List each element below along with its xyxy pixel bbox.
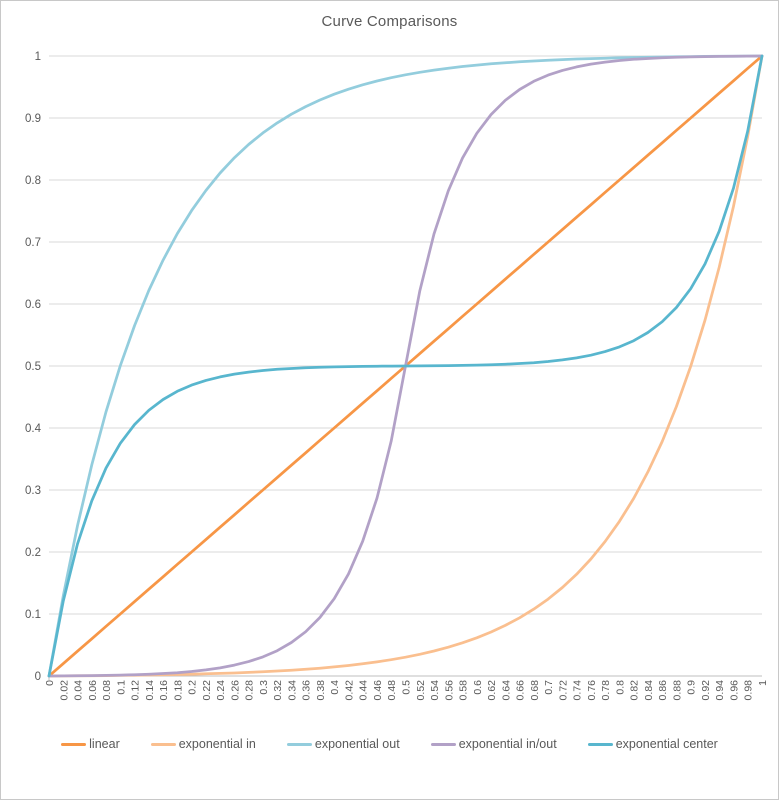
legend: linear exponential in exponential out expon…: [1, 737, 778, 751]
x-axis-tick-label: 0.38: [315, 680, 327, 701]
x-axis-tick-label: 0.9: [686, 680, 698, 695]
x-axis-tick-label: 0.84: [643, 680, 655, 701]
y-axis-tick-label: 1: [35, 51, 41, 63]
y-axis-tick-label: 0.7: [25, 237, 41, 249]
x-axis-tick-label: 0.7: [543, 680, 555, 695]
x-axis-tick-label: 0.24: [215, 680, 227, 701]
x-axis-tick-label: 0.78: [600, 680, 612, 701]
x-axis-tick-label: 0.92: [700, 680, 712, 701]
x-axis-tick-label: 0.62: [486, 680, 498, 701]
x-axis-tick-label: 0.64: [500, 680, 512, 701]
x-axis-tick-label: 0.28: [244, 680, 256, 701]
x-axis-tick-label: 0.5: [401, 680, 413, 695]
x-axis-tick-label: 0.18: [172, 680, 184, 701]
legend-item-exponential-out: exponential out: [286, 737, 400, 751]
x-axis-tick-label: 0.74: [572, 680, 584, 701]
x-axis-tick-label: 0.36: [301, 680, 313, 701]
y-axis-tick-label: 0.6: [25, 299, 41, 311]
x-axis-tick-label: 0.04: [73, 680, 85, 701]
x-axis-tick-label: 0.98: [743, 680, 755, 701]
legend-swatch-icon: [61, 742, 87, 746]
x-axis-tick-label: 0.12: [130, 680, 142, 701]
series-line-exponential-in: [47, 54, 764, 678]
x-axis-tick-label: 0.58: [458, 680, 470, 701]
legend-label: exponential in: [178, 737, 256, 751]
x-axis-tick-label: 0.32: [272, 680, 284, 701]
x-axis-tick-label: 0.46: [372, 680, 384, 701]
x-axis-tick-label: 0.4: [329, 680, 341, 695]
x-axis-tick-label: 0.44: [358, 680, 370, 701]
x-axis-tick-label: 0.54: [429, 680, 441, 701]
y-axis-tick-label: 0.1: [25, 609, 41, 621]
x-axis-tick-label: 0.88: [671, 680, 683, 701]
x-axis-tick-label: 0.6: [472, 680, 484, 695]
plot-area: 00.10.20.30.40.50.60.70.80.910 0.02 0.04 0.…: [25, 51, 769, 701]
x-axis-tick-label: 0.06: [87, 680, 99, 701]
x-axis-tick-label: 0.02: [58, 680, 70, 701]
x-axis-tick-label: 0.96: [728, 680, 740, 701]
x-axis-tick-label: 0.22: [201, 680, 213, 701]
legend-swatch-icon: [286, 742, 312, 746]
x-axis-tick-label: 0.86: [657, 680, 669, 701]
x-axis-tick-label: 0.72: [557, 680, 569, 701]
series-line-exponential-center: [47, 54, 764, 678]
x-axis-tick-label: 0.94: [714, 680, 726, 701]
x-axis-tick-label: 0.56: [443, 680, 455, 701]
x-axis-tick-label: 0.08: [101, 680, 113, 701]
chart-title: Curve Comparisons: [321, 13, 458, 30]
legend-label: exponential center: [615, 737, 718, 751]
x-axis-tick-label: 0.52: [415, 680, 427, 701]
x-axis-tick-label: 1: [757, 680, 769, 686]
legend-swatch-icon: [150, 742, 176, 746]
legend-swatch-icon: [430, 742, 456, 746]
x-axis-tick-label: 0.1: [115, 680, 127, 695]
legend-item-exponential-center: exponential center: [587, 737, 718, 751]
x-axis-tick-label: 0.48: [386, 680, 398, 701]
x-axis-tick-label: 0.14: [144, 680, 156, 701]
y-axis-tick-label: 0.4: [25, 423, 42, 435]
x-axis-tick-label: 0.16: [158, 680, 170, 701]
x-axis-tick-label: 0.66: [515, 680, 527, 701]
legend-item-linear: linear: [61, 737, 120, 751]
x-axis-tick-label: 0.8: [614, 680, 626, 695]
x-axis-tick-label: 0: [44, 680, 56, 686]
x-axis-tick-label: 0.42: [343, 680, 355, 701]
x-axis-tick-label: 0.34: [286, 680, 298, 701]
legend-label: exponential out: [314, 737, 400, 751]
y-axis-tick-label: 0.3: [25, 485, 41, 497]
y-axis-tick-label: 0.5: [25, 361, 41, 373]
x-axis-tick-label: 0.82: [629, 680, 641, 701]
legend-item-exponential-in-out: exponential in/out: [430, 737, 557, 751]
legend-label: linear: [89, 737, 120, 751]
legend-item-exponential-in: exponential in: [150, 737, 256, 751]
x-axis-tick-label: 0.3: [258, 680, 270, 695]
y-axis-tick-label: 0.2: [25, 547, 41, 559]
legend-label: exponential in/out: [458, 737, 557, 751]
x-axis-tick-label: 0.26: [229, 680, 241, 701]
y-axis-tick-label: 0.8: [25, 175, 41, 187]
series-line-exponential-out: [47, 54, 764, 678]
x-axis-tick-label: 0.76: [586, 680, 598, 701]
x-axis-tick-label: 0.2: [187, 680, 199, 695]
y-axis-tick-label: 0.9: [25, 113, 41, 125]
x-axis-tick-label: 0.68: [529, 680, 541, 701]
legend-swatch-icon: [587, 742, 613, 746]
y-axis-tick-label: 0: [35, 671, 41, 683]
